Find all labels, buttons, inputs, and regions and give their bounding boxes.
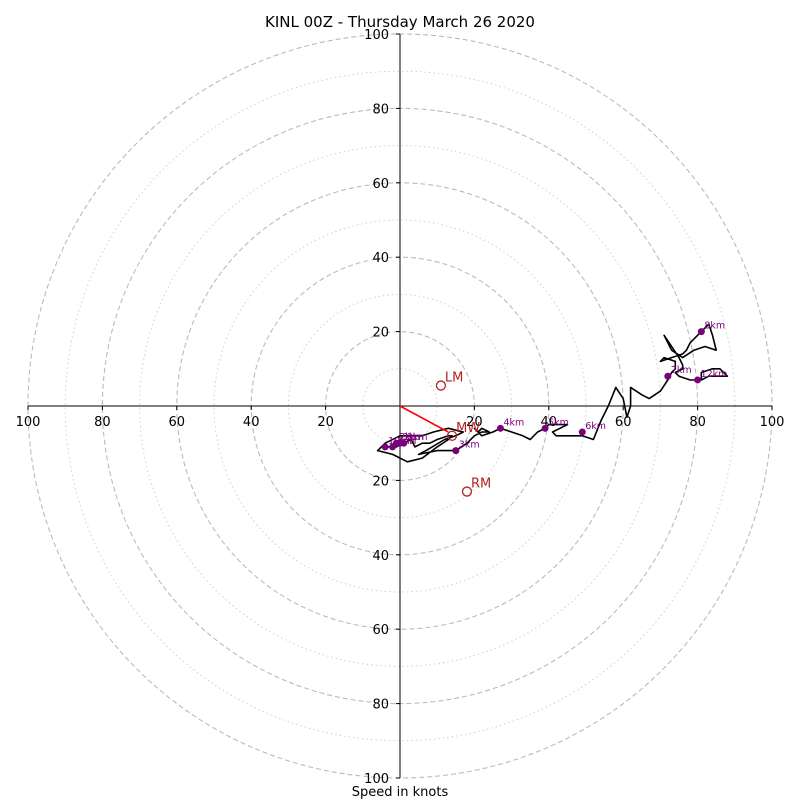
motion-label-RM: RM	[471, 477, 491, 492]
profile-series	[376, 323, 729, 463]
height-marker-7km	[664, 372, 672, 380]
height-marker-9km	[400, 439, 408, 447]
height-label-3km: 3km	[459, 440, 480, 451]
height-label-12km: 12km	[701, 369, 728, 380]
height-label-4km: 4km	[503, 417, 524, 428]
motion-label-MW: MW	[456, 421, 480, 436]
x-tick-label: 20	[466, 415, 483, 430]
height-markers: 10km3km2km1km9km3km4km5km6km7km8km12km	[381, 321, 728, 455]
height-label-1km: 1km	[403, 432, 424, 443]
motion-marker-MW	[446, 430, 458, 441]
y-tick-label: 60	[372, 623, 389, 638]
hodograph-line	[376, 323, 729, 463]
y-tick-label: 40	[372, 549, 389, 564]
y-tick-label: 80	[372, 698, 389, 713]
y-tick-label: 60	[372, 177, 389, 192]
height-label-5km: 5km	[548, 417, 569, 428]
y-tick-label: 100	[364, 772, 389, 787]
tick-labels: 100 80 60 40 20 20 40 60 80 100100806040202040608…	[16, 28, 785, 787]
x-tick-label: 100	[760, 415, 785, 430]
height-label-9km: 9km	[407, 432, 428, 443]
height-label-6km: 6km	[585, 421, 606, 432]
height-marker-5km	[541, 424, 549, 432]
x-tick-label: 100	[16, 415, 41, 430]
height-marker-3km	[452, 447, 460, 455]
height-label-8km: 8km	[704, 321, 725, 332]
x-tick-label: 60	[169, 415, 186, 430]
y-tick-label: 20	[372, 326, 389, 341]
height-marker-10km	[381, 443, 389, 451]
mean-wind-vector	[399, 405, 449, 433]
motion-label-LM: LM	[445, 371, 463, 386]
x-tick-label: 60	[615, 415, 632, 430]
height-marker-8km	[697, 328, 705, 336]
y-tick-label: 40	[372, 251, 389, 266]
x-tick-label: 80	[94, 415, 111, 430]
y-tick-label: 80	[372, 102, 389, 117]
y-tick-label: 20	[372, 474, 389, 489]
chart-title: KINL 00Z - Thursday March 26 2020	[265, 13, 535, 31]
height-marker-4km	[496, 424, 504, 432]
x-axis-label: Speed in knots	[352, 785, 449, 800]
height-marker-6km	[578, 428, 586, 436]
storm-motion-markers: LM RM MW	[435, 371, 491, 497]
height-marker-12km	[694, 376, 702, 384]
x-tick-label: 40	[243, 415, 260, 430]
height-label-2km: 2km	[399, 432, 420, 443]
x-tick-label: 20	[317, 415, 334, 430]
y-tick-label: 100	[364, 28, 389, 43]
x-tick-label: 80	[689, 415, 706, 430]
motion-marker-LM	[435, 380, 447, 391]
motion-marker-RM	[461, 486, 473, 497]
height-label-7km: 7km	[671, 365, 692, 376]
